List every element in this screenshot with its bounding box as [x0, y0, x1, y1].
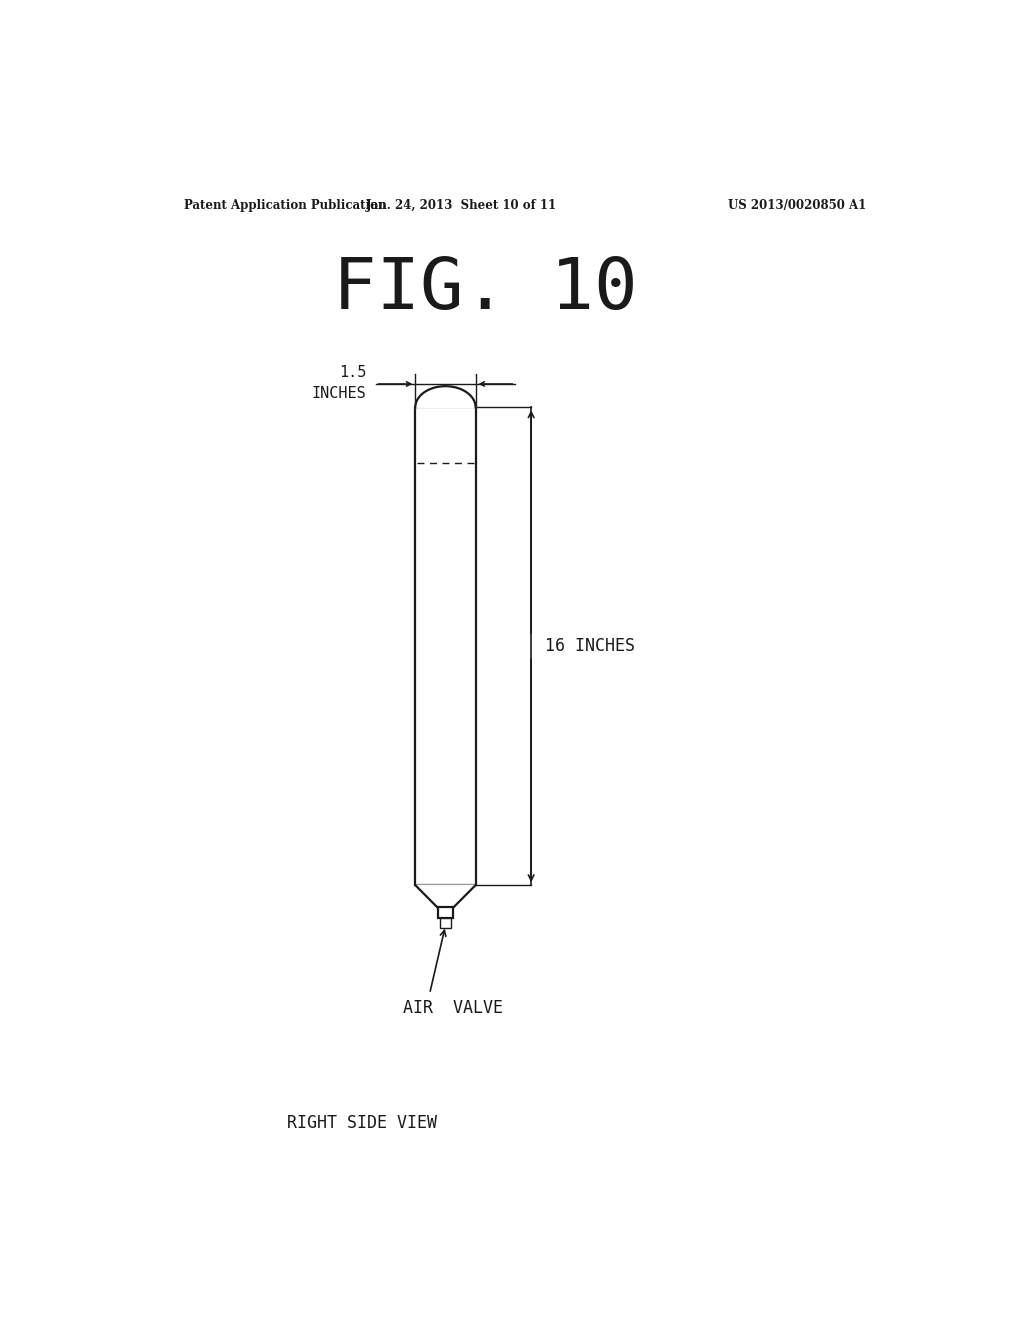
Text: 1.5: 1.5: [339, 364, 367, 380]
Bar: [440, 917, 451, 928]
Polygon shape: [416, 387, 475, 408]
Text: FIG. 10: FIG. 10: [333, 255, 637, 323]
Text: Patent Application Publication: Patent Application Publication: [183, 199, 386, 213]
Text: AIR  VALVE: AIR VALVE: [403, 999, 504, 1016]
Text: US 2013/0020850 A1: US 2013/0020850 A1: [728, 199, 866, 213]
Text: 16 INCHES: 16 INCHES: [546, 638, 636, 655]
Bar: [437, 907, 454, 917]
Polygon shape: [416, 886, 475, 907]
Text: INCHES: INCHES: [311, 385, 367, 401]
Text: RIGHT SIDE VIEW: RIGHT SIDE VIEW: [287, 1114, 436, 1131]
Text: Jan. 24, 2013  Sheet 10 of 11: Jan. 24, 2013 Sheet 10 of 11: [366, 199, 557, 213]
Bar: [416, 408, 475, 886]
